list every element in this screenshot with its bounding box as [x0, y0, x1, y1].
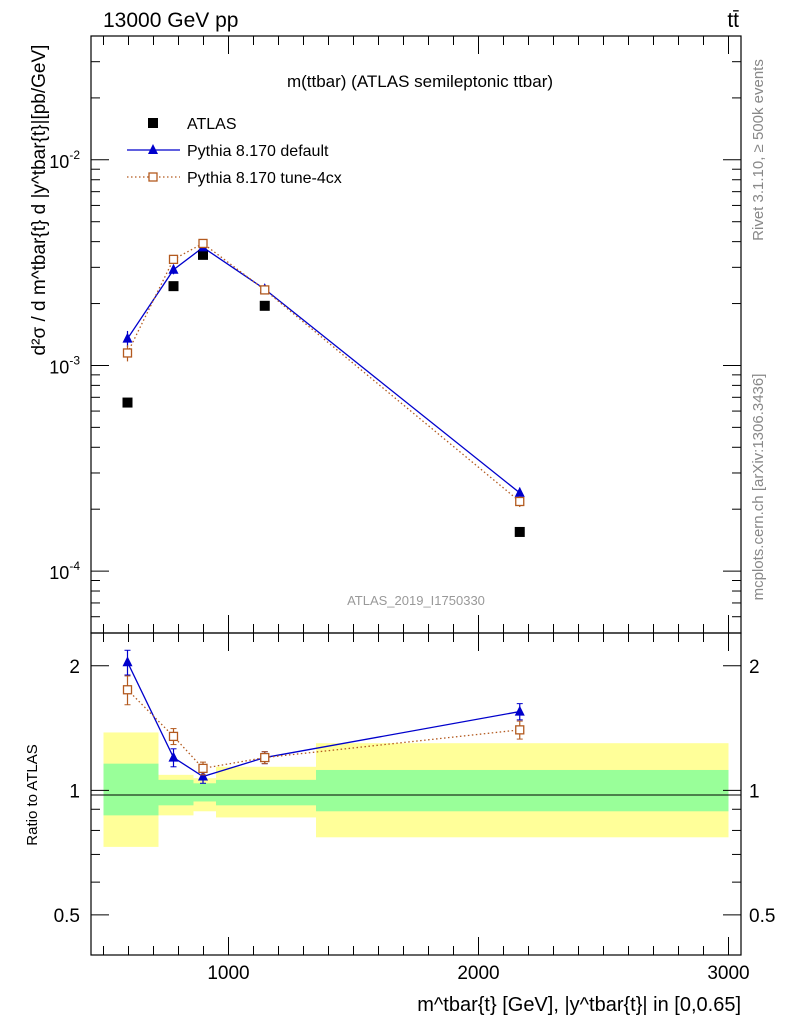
- data-point-atlas: [122, 397, 133, 408]
- ratio-marks: [122, 649, 525, 784]
- main-title: m(ttbar) (ATLAS semileptonic ttbar): [287, 72, 553, 91]
- y-axis-label: d²σ / d m^tbar{t} d |y^tbar{t}|[pb/GeV]: [29, 45, 50, 356]
- series-line-2: [126, 242, 521, 502]
- uncertainty-band-stat: [103, 763, 159, 816]
- legend-default-marker: [148, 144, 158, 154]
- ratio-point-tune: [260, 752, 270, 763]
- y-tick-label-exp: -2: [69, 148, 80, 162]
- main-panel: m(ttbar) (ATLAS semileptonic ttbar) ATLA…: [29, 35, 742, 634]
- legend-tune-marker: [148, 172, 158, 182]
- x-tick-label: 1000: [207, 963, 249, 984]
- uncertainty-band-stat: [158, 779, 194, 806]
- ratio-point-default: [514, 705, 525, 716]
- main-lines: [126, 242, 521, 502]
- y-tick-label-base: 10: [49, 152, 69, 172]
- data-point-tune: [168, 254, 179, 265]
- legend-default-label: Pythia 8.170 default: [187, 143, 329, 160]
- x-axis-label: m^tbar{t} [GeV], |y^tbar{t}| in [0,0.65]: [417, 994, 741, 1016]
- legend-tune-label: Pythia 8.170 tune-4cx: [187, 170, 342, 187]
- y-tick-label-exp: -4: [69, 559, 80, 573]
- data-point-tune: [515, 496, 525, 507]
- y-tick-label: 10-2: [49, 148, 80, 172]
- ratio-y-tick-label-right: 2: [749, 657, 760, 678]
- y-tick-label-base: 10: [49, 563, 69, 583]
- uncertainty-band-stat: [216, 779, 316, 806]
- uncertainty-band-stat: [193, 783, 216, 802]
- data-point-default: [514, 486, 525, 497]
- ratio-point-tune: [168, 731, 179, 742]
- ratio-frame: [90, 632, 742, 956]
- ratio-ticks: 0.5 0.5 1 1 2 2 1000 2000 3000: [54, 633, 775, 984]
- series-line-1: [126, 246, 521, 494]
- main-marks: [122, 238, 525, 537]
- data-point-atlas: [514, 526, 525, 537]
- y-tick-label-base: 10: [49, 357, 69, 377]
- main-ticks: 10-410-310-2: [49, 35, 741, 634]
- x-tick-label: 2000: [457, 963, 499, 984]
- data-point-atlas: [168, 281, 179, 292]
- data-point-atlas: [259, 300, 270, 311]
- data-point-tune: [198, 238, 208, 249]
- data-point-tune: [122, 348, 133, 358]
- ratio-panel: 0.5 0.5 1 1 2 2 1000 2000 3000 Ratio to ATLAS m^…: [24, 632, 775, 1016]
- ratio-y-label: Ratio to ATLAS: [24, 744, 41, 845]
- ratio-point-default: [122, 656, 133, 667]
- rivet-label: Rivet 3.1.10, ≥ 500k events: [750, 59, 767, 241]
- ratio-y-tick-label: 0.5: [54, 906, 80, 927]
- ratio-bands: [103, 732, 729, 847]
- y-tick-label-exp: -3: [69, 353, 80, 367]
- ratio-point-tune: [198, 763, 208, 774]
- watermark: ATLAS_2019_I1750330: [347, 593, 485, 608]
- data-point-tune: [260, 285, 270, 295]
- ratio-y-tick-label: 2: [69, 657, 80, 678]
- data-point-default: [122, 332, 133, 343]
- legend-atlas-label: ATLAS: [187, 116, 237, 133]
- y-tick-label: 10-3: [49, 353, 80, 377]
- ratio-point-default: [198, 770, 208, 781]
- ratio-y-tick-label: 1: [69, 781, 80, 802]
- ratio-point-tune: [515, 725, 525, 735]
- x-tick-label: 3000: [707, 963, 749, 984]
- data-point-default: [168, 263, 179, 274]
- ratio-point-default: [168, 751, 179, 762]
- ratio-y-tick-label-right: 1: [749, 781, 760, 802]
- legend-atlas-marker: [148, 118, 158, 128]
- energy-label: 13000 GeV pp: [103, 9, 238, 32]
- ratio-y-tick-label-right: 0.5: [749, 906, 775, 927]
- uncertainty-band-stat: [316, 769, 729, 812]
- y-tick-label: 10-4: [49, 559, 80, 583]
- data-point-atlas: [198, 249, 208, 260]
- process-label: tt̄: [727, 9, 739, 32]
- legend: ATLAS Pythia 8.170 default Pythia 8.170 …: [127, 116, 342, 187]
- mcplots-label: mcplots.cern.ch [arXiv:1306.3436]: [750, 374, 767, 601]
- ratio-point-tune: [122, 685, 133, 695]
